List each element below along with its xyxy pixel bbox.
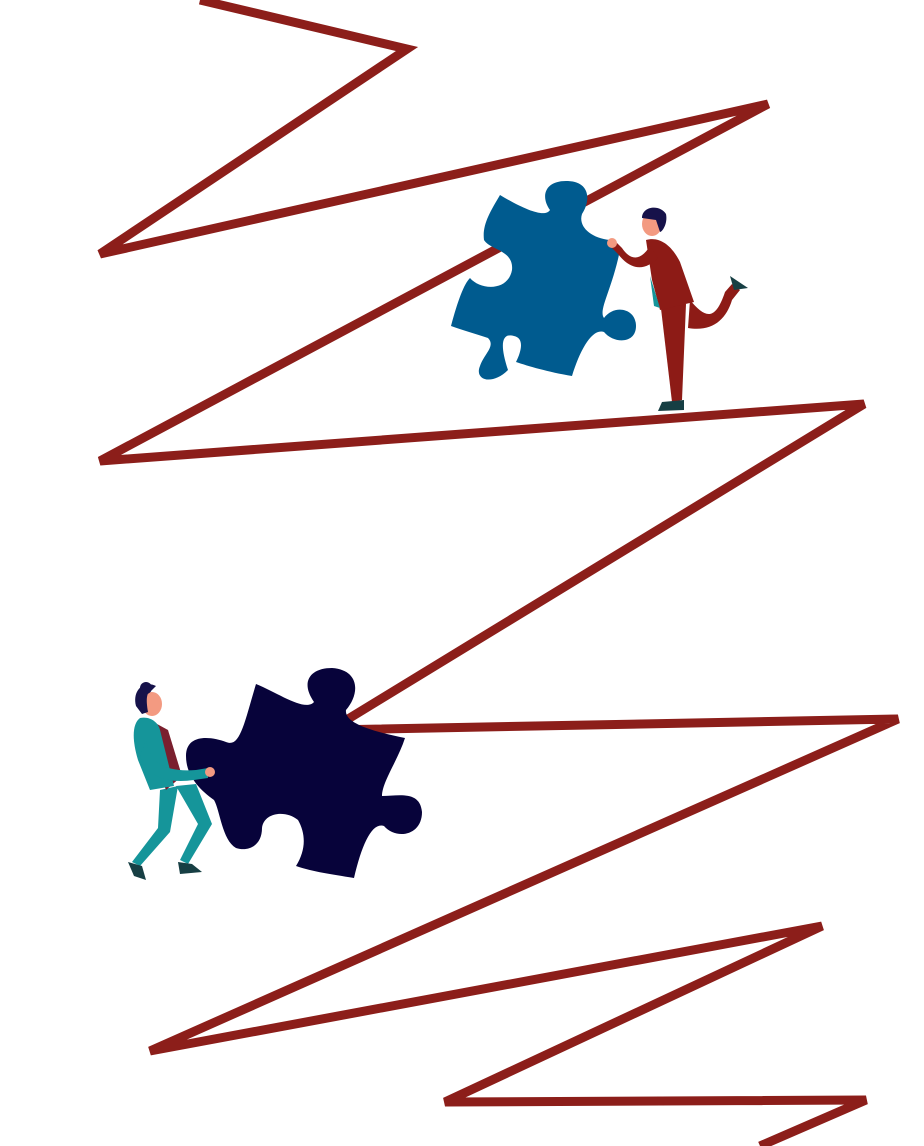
puzzle-piece-top-icon [451,180,636,380]
zigzag-line [97,0,900,1146]
person-figure-top-icon [607,207,748,411]
puzzle-piece-bottom-icon [186,668,422,878]
person-figure-bottom-icon [128,682,215,880]
